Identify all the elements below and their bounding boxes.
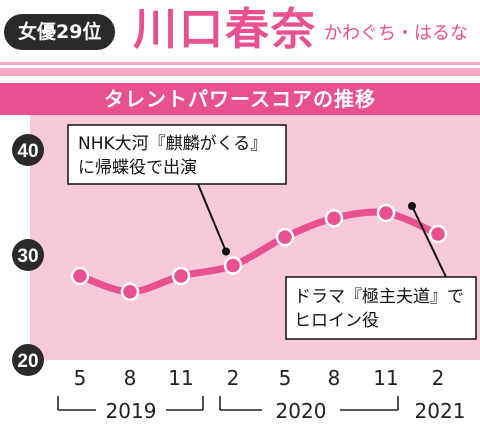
annotation-dot <box>408 202 416 210</box>
y-axis-marker <box>12 134 44 166</box>
x-tick-label: 2 <box>227 366 240 390</box>
x-tick-label: 8 <box>328 366 341 390</box>
x-tick-label: 5 <box>279 366 292 390</box>
name-reading: かわぐち・はるな <box>324 23 468 44</box>
score-chart: 20 30 40 NHK大河『麒麟がくる』に帰蝶役で出演ドラマ『極主夫道』でヒロイン役… <box>12 115 480 423</box>
annotation-leader <box>197 183 227 252</box>
data-point <box>171 266 191 286</box>
y-axis-marker <box>12 344 44 376</box>
annotation-leader <box>411 205 447 278</box>
year-label: 2021 <box>415 399 466 423</box>
y-tick-label: 30 <box>17 246 38 267</box>
annotation-box <box>67 124 287 185</box>
annotation-text: NHK大河『麒麟がくる』 <box>78 134 267 154</box>
rank-badge: 女優29位 <box>4 14 116 50</box>
data-point <box>376 203 396 223</box>
x-tick-label: 5 <box>74 366 87 390</box>
data-point <box>275 227 295 247</box>
annotation-box <box>285 276 477 340</box>
x-tick-label: 11 <box>168 366 193 390</box>
divider-stripe <box>0 62 480 65</box>
annotation-dot <box>222 247 230 256</box>
annotation-text: ドラマ『極主夫道』で <box>294 287 464 307</box>
x-tick-label: 11 <box>373 366 398 390</box>
chart-title: タレントパワースコアの推移 <box>0 83 480 115</box>
data-point <box>428 224 448 244</box>
header: 女優29位 川口春奈 かわぐち・はるな <box>0 0 480 62</box>
x-tick-label: 2 <box>432 366 445 390</box>
y-axis-marker <box>12 239 44 271</box>
person-name: 川口春奈 <box>133 4 317 55</box>
year-label: 2019 <box>106 399 157 423</box>
x-tick-label: 8 <box>124 366 137 390</box>
annotation-text: に帰蝶役で出演 <box>78 158 197 178</box>
data-point <box>223 256 243 275</box>
data-point <box>324 209 344 228</box>
year-brackets <box>57 396 399 411</box>
y-tick-label: 40 <box>17 141 38 162</box>
annotation-text: ヒロイン役 <box>294 311 379 331</box>
y-tick-label: 20 <box>17 351 38 372</box>
data-point <box>120 282 140 301</box>
data-point <box>70 266 90 286</box>
divider-stripe <box>0 68 480 76</box>
year-label: 2020 <box>276 399 327 423</box>
